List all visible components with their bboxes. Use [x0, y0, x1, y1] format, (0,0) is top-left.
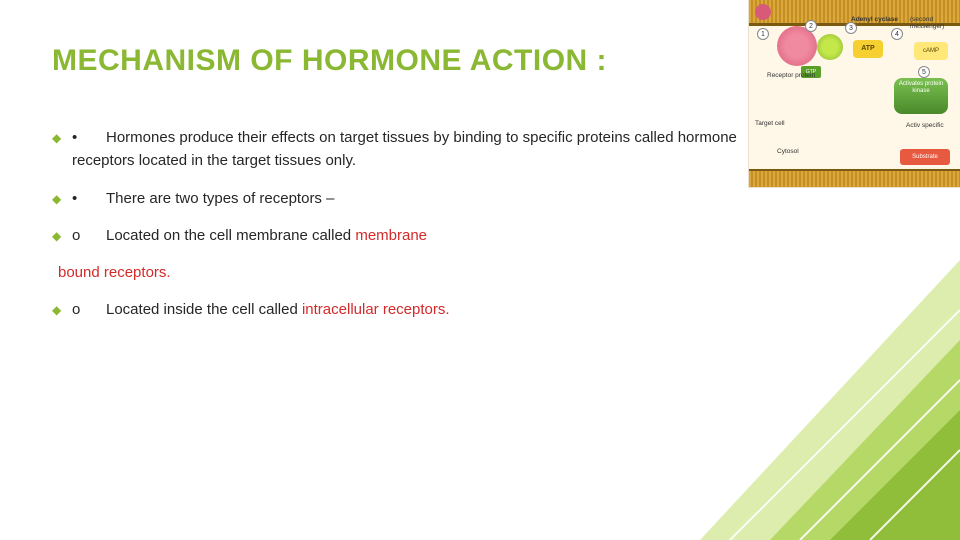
- step-5-icon: 5: [918, 66, 930, 78]
- step-3-icon: 3: [845, 22, 857, 34]
- slide-body: ◆ •Hormones produce their effects on tar…: [52, 126, 752, 322]
- second-messenger-label: (second messenger): [910, 16, 958, 30]
- bullet-4: ◆ oLocated inside the cell called intrac…: [52, 298, 752, 321]
- diamond-bullet-icon: ◆: [52, 126, 72, 148]
- sub-bullet-circle: o: [72, 298, 106, 321]
- receptor-protein: [777, 26, 817, 66]
- membrane-bottom: [749, 169, 960, 187]
- hormone-dot: [755, 4, 771, 20]
- diamond-bullet-icon: ◆: [52, 298, 72, 320]
- step-1-icon: 1: [757, 28, 769, 40]
- bullet-3-highlight: membrane: [355, 227, 427, 244]
- bullet-4-text: oLocated inside the cell called intracel…: [72, 298, 450, 321]
- bullet-1-text: •Hormones produce their effects on targe…: [72, 126, 752, 173]
- diamond-bullet-icon: ◆: [52, 224, 72, 246]
- step-4-icon: 4: [891, 28, 903, 40]
- hormone-diagram: GTP ATP cAMP Activates protein kinase Su…: [748, 0, 960, 188]
- bullet-2-body: There are two types of receptors –: [106, 190, 334, 207]
- activates-label: Activ specific: [906, 122, 958, 129]
- bullet-2-text: •There are two types of receptors –: [72, 187, 334, 210]
- atp-box: ATP: [853, 40, 883, 58]
- bullet-3-pre: Located on the cell membrane called: [106, 227, 355, 244]
- cytosol-label: Cytosol: [777, 148, 799, 155]
- bullet-3-text: oLocated on the cell membrane called mem…: [72, 224, 427, 247]
- sub-bullet-dot: •: [72, 126, 106, 149]
- bullet-4-highlight: intracellular receptors.: [302, 301, 450, 318]
- camp-box: cAMP: [914, 42, 948, 60]
- bullet-3-cont-highlight: bound receptors.: [58, 264, 171, 281]
- sub-bullet-circle: o: [72, 224, 106, 247]
- kinase-box: Activates protein kinase: [894, 78, 948, 114]
- receptor-label: Receptor protein: [767, 72, 815, 79]
- substrate-box: Substrate: [900, 149, 950, 165]
- bullet-2: ◆ •There are two types of receptors –: [52, 187, 752, 210]
- bullet-1-body: Hormones produce their effects on target…: [72, 129, 737, 169]
- bullet-1: ◆ •Hormones produce their effects on tar…: [52, 126, 752, 173]
- bullet-4-pre: Located inside the cell called: [106, 301, 302, 318]
- target-cell-label: Target cell: [755, 120, 785, 127]
- sub-bullet-dot: •: [72, 187, 106, 210]
- g-protein: [817, 34, 843, 60]
- bullet-3-continuation: bound receptors.: [58, 261, 752, 284]
- diamond-bullet-icon: ◆: [52, 187, 72, 209]
- adenyl-label: Adenyl cyclase: [851, 16, 898, 23]
- step-2-icon: 2: [805, 20, 817, 32]
- bullet-3: ◆ oLocated on the cell membrane called m…: [52, 224, 752, 247]
